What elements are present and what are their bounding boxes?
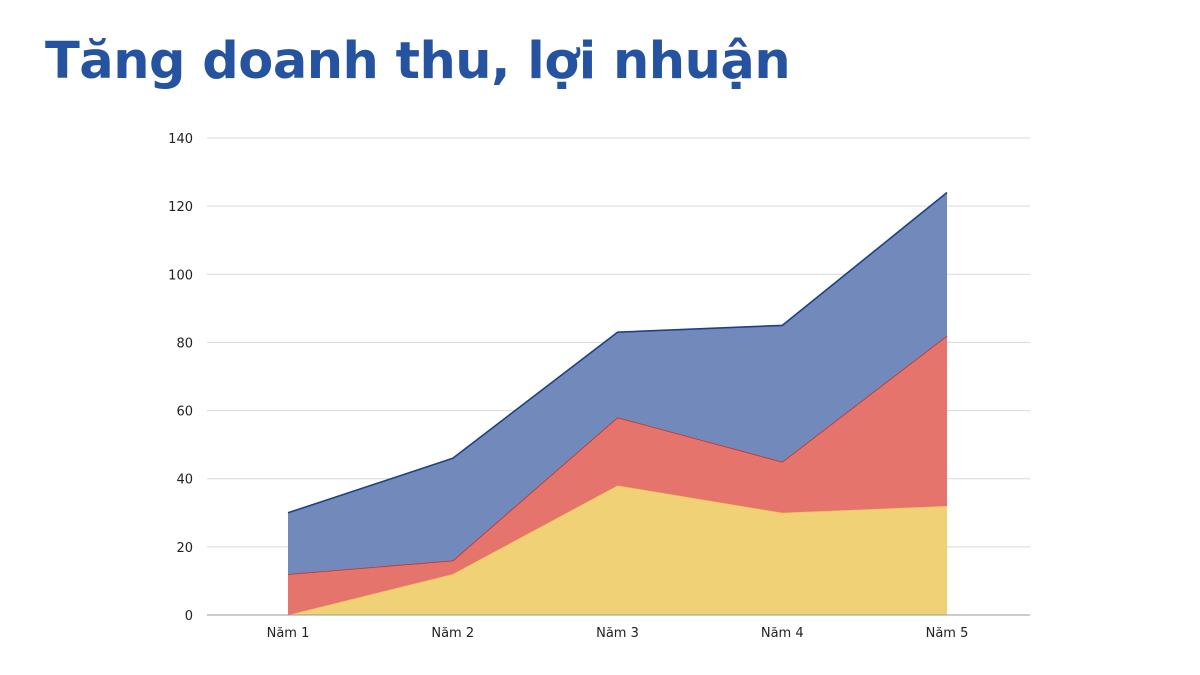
x-tick-label: Năm 2: [431, 626, 474, 641]
y-tick-label: 0: [185, 609, 193, 624]
area-series: [287, 191, 948, 616]
area-series-1: [288, 485, 947, 615]
slide-title: Tăng doanh thu, lợi nhuận: [45, 32, 791, 91]
axes: 0 20 40 60 80 100 120 140 Năm 1 Năm 2 Năm 3 Năm 4 Nă…: [168, 132, 1030, 641]
x-tick-label: Năm 1: [267, 626, 310, 641]
area-series-3-line: [287, 191, 948, 514]
x-tick-label: Năm 5: [926, 626, 969, 641]
y-tick-label: 60: [176, 405, 193, 420]
y-tick-label: 80: [176, 336, 193, 351]
y-tick-label: 40: [176, 473, 193, 488]
area-series-3: [288, 192, 947, 575]
y-tick-label: 120: [168, 200, 193, 215]
y-tick-label: 140: [168, 132, 193, 147]
x-tick-label: Năm 4: [761, 626, 804, 641]
y-tick-label: 20: [176, 541, 193, 556]
x-tick-label: Năm 3: [596, 626, 639, 641]
area-series-2: [288, 335, 947, 615]
y-tick-label: 100: [168, 268, 193, 283]
